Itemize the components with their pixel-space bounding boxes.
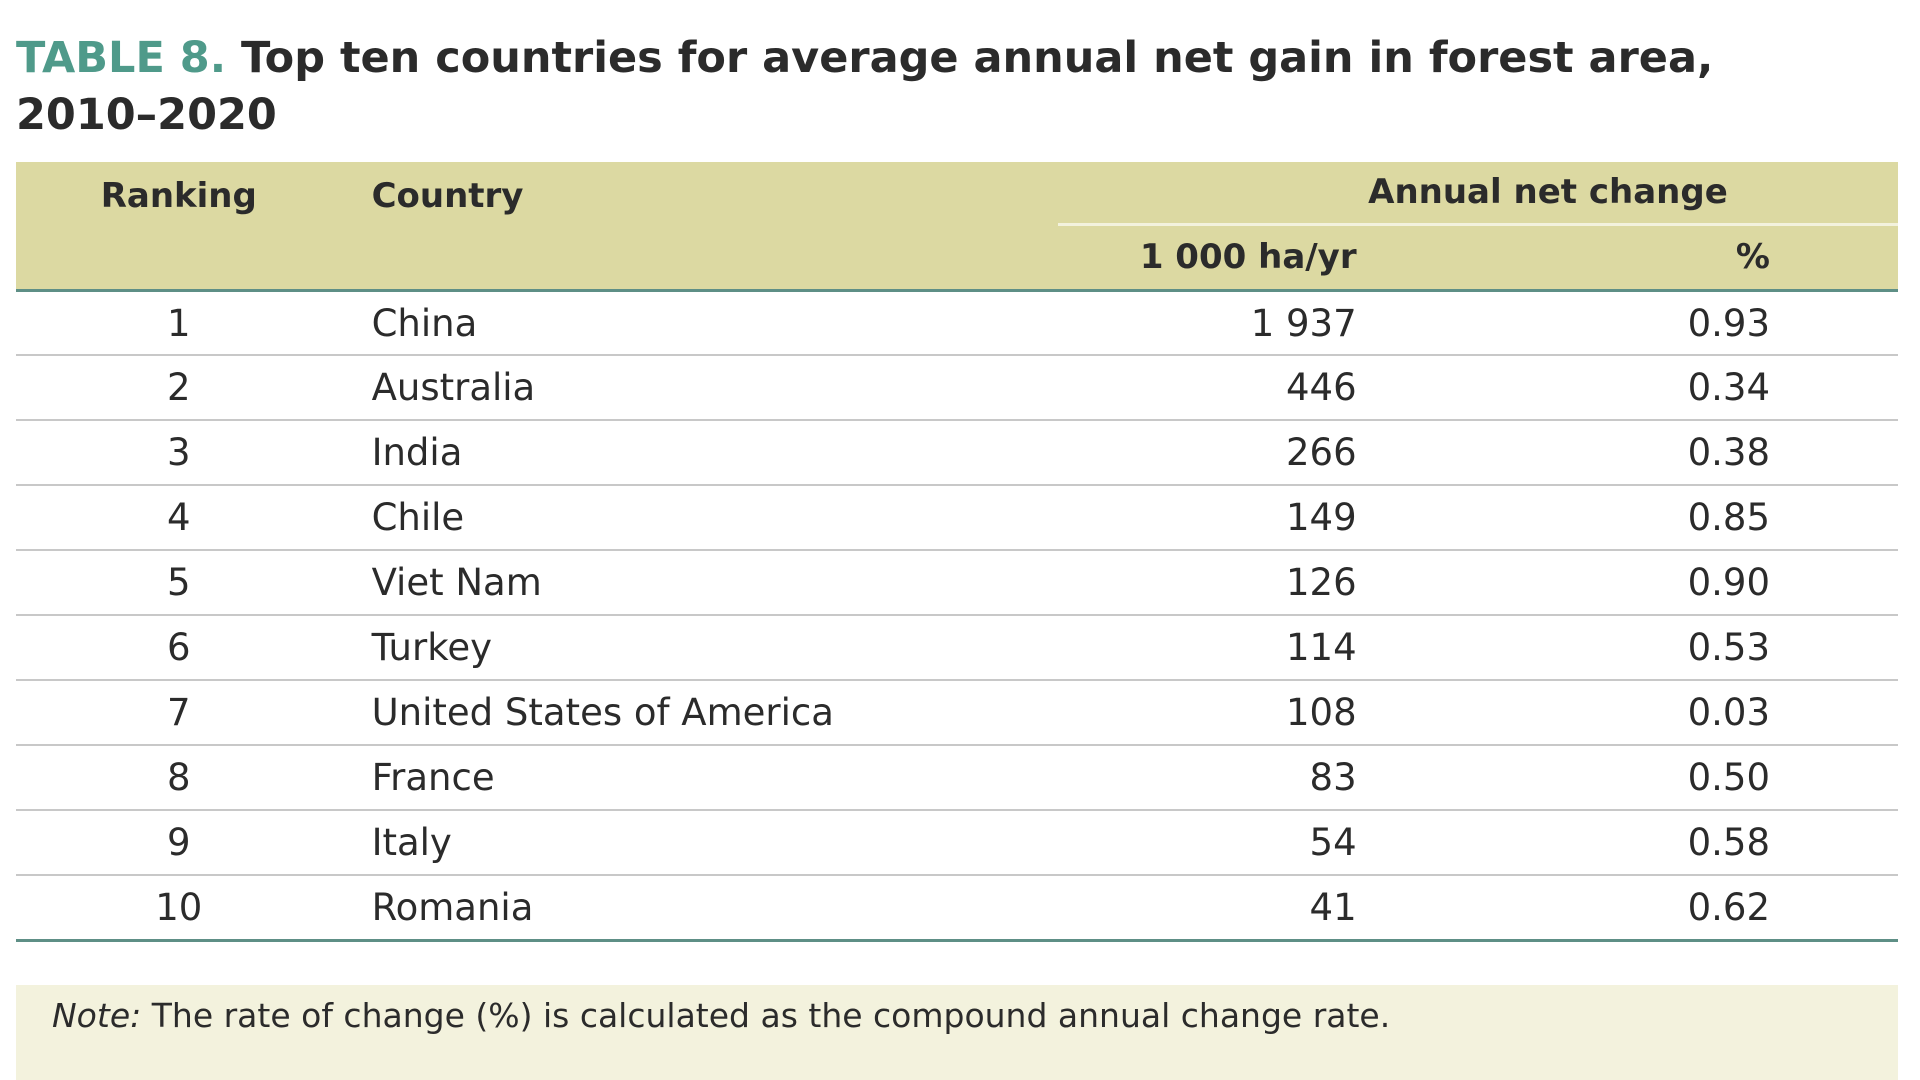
- ranking: 9: [16, 810, 342, 876]
- country: United States of America: [341, 680, 1058, 746]
- area-change: 83: [1057, 745, 1357, 811]
- header-country: Country: [341, 162, 1058, 290]
- country: Romania: [341, 875, 1058, 942]
- ranking: 2: [16, 355, 342, 421]
- note: Note: The rate of change (%) is calculat…: [16, 985, 1898, 1080]
- ranking: 8: [16, 745, 342, 811]
- ranking: 6: [16, 615, 342, 681]
- table-row: 7 United States of America 108 0.03: [16, 680, 1898, 746]
- table-row: 1 China 1 937 0.93: [16, 290, 1898, 356]
- country: Italy: [341, 810, 1058, 876]
- data-table: Ranking Country Annual net change 1 000 …: [16, 162, 1898, 942]
- table-row: 3 India 266 0.38: [16, 420, 1898, 486]
- pct-change: 0.03: [1356, 680, 1898, 746]
- header-change: Annual net change: [1057, 162, 1898, 226]
- country: China: [341, 290, 1058, 356]
- table-row: 8 France 83 0.50: [16, 745, 1898, 811]
- table-row: 4 Chile 149 0.85: [16, 485, 1898, 551]
- area-change: 114: [1057, 615, 1357, 681]
- country: Turkey: [341, 615, 1058, 681]
- pct-change: 0.85: [1356, 485, 1898, 551]
- ranking: 7: [16, 680, 342, 746]
- title-label: TABLE 8.: [16, 33, 227, 83]
- header-unit-area: 1 000 ha/yr: [1057, 224, 1357, 290]
- country: Chile: [341, 485, 1058, 551]
- title-text: Top ten countries for average annual net…: [16, 33, 1714, 140]
- area-change: 54: [1057, 810, 1357, 876]
- country: France: [341, 745, 1058, 811]
- ranking: 10: [16, 875, 342, 942]
- country: India: [341, 420, 1058, 486]
- area-change: 1 937: [1057, 290, 1357, 356]
- table-row: 6 Turkey 114 0.53: [16, 615, 1898, 681]
- pct-change: 0.50: [1356, 745, 1898, 811]
- ranking: 3: [16, 420, 342, 486]
- header-row: Ranking Country Annual net change: [16, 162, 1898, 290]
- area-change: 149: [1057, 485, 1357, 551]
- header-row: 1 000 ha/yr %: [16, 224, 1898, 290]
- pct-change: 0.34: [1356, 355, 1898, 421]
- note-label: Note:: [52, 996, 142, 1035]
- ranking: 1: [16, 290, 342, 356]
- pct-change: 0.93: [1356, 290, 1898, 356]
- area-change: 126: [1057, 550, 1357, 616]
- area-change: 446: [1057, 355, 1357, 421]
- table-row: 10 Romania 41 0.62: [16, 875, 1898, 942]
- pct-change: 0.62: [1356, 875, 1898, 942]
- ranking: 5: [16, 550, 342, 616]
- table-head: Ranking Country Annual net change 1 000 …: [16, 162, 1898, 290]
- pct-change: 0.53: [1356, 615, 1898, 681]
- table-row: 9 Italy 54 0.58: [16, 810, 1898, 876]
- header-unit-pct: %: [1356, 224, 1898, 290]
- note-text: The rate of change (%) is calculated as …: [151, 996, 1391, 1035]
- header-ranking: Ranking: [16, 162, 342, 290]
- ranking: 4: [16, 485, 342, 551]
- pct-change: 0.38: [1356, 420, 1898, 486]
- area-change: 266: [1057, 420, 1357, 486]
- country: Australia: [341, 355, 1058, 421]
- pct-change: 0.58: [1356, 810, 1898, 876]
- pct-change: 0.90: [1356, 550, 1898, 616]
- table-row: 2 Australia 446 0.34: [16, 355, 1898, 421]
- area-change: 108: [1057, 680, 1357, 746]
- table-row: 5 Viet Nam 126 0.90: [16, 550, 1898, 616]
- country: Viet Nam: [341, 550, 1058, 616]
- title: TABLE 8. Top ten countries for average a…: [16, 30, 1816, 144]
- table-body: 1 China 1 937 0.93 2 Australia 446 0.34 3 India 26…: [16, 290, 1898, 942]
- area-change: 41: [1057, 875, 1357, 942]
